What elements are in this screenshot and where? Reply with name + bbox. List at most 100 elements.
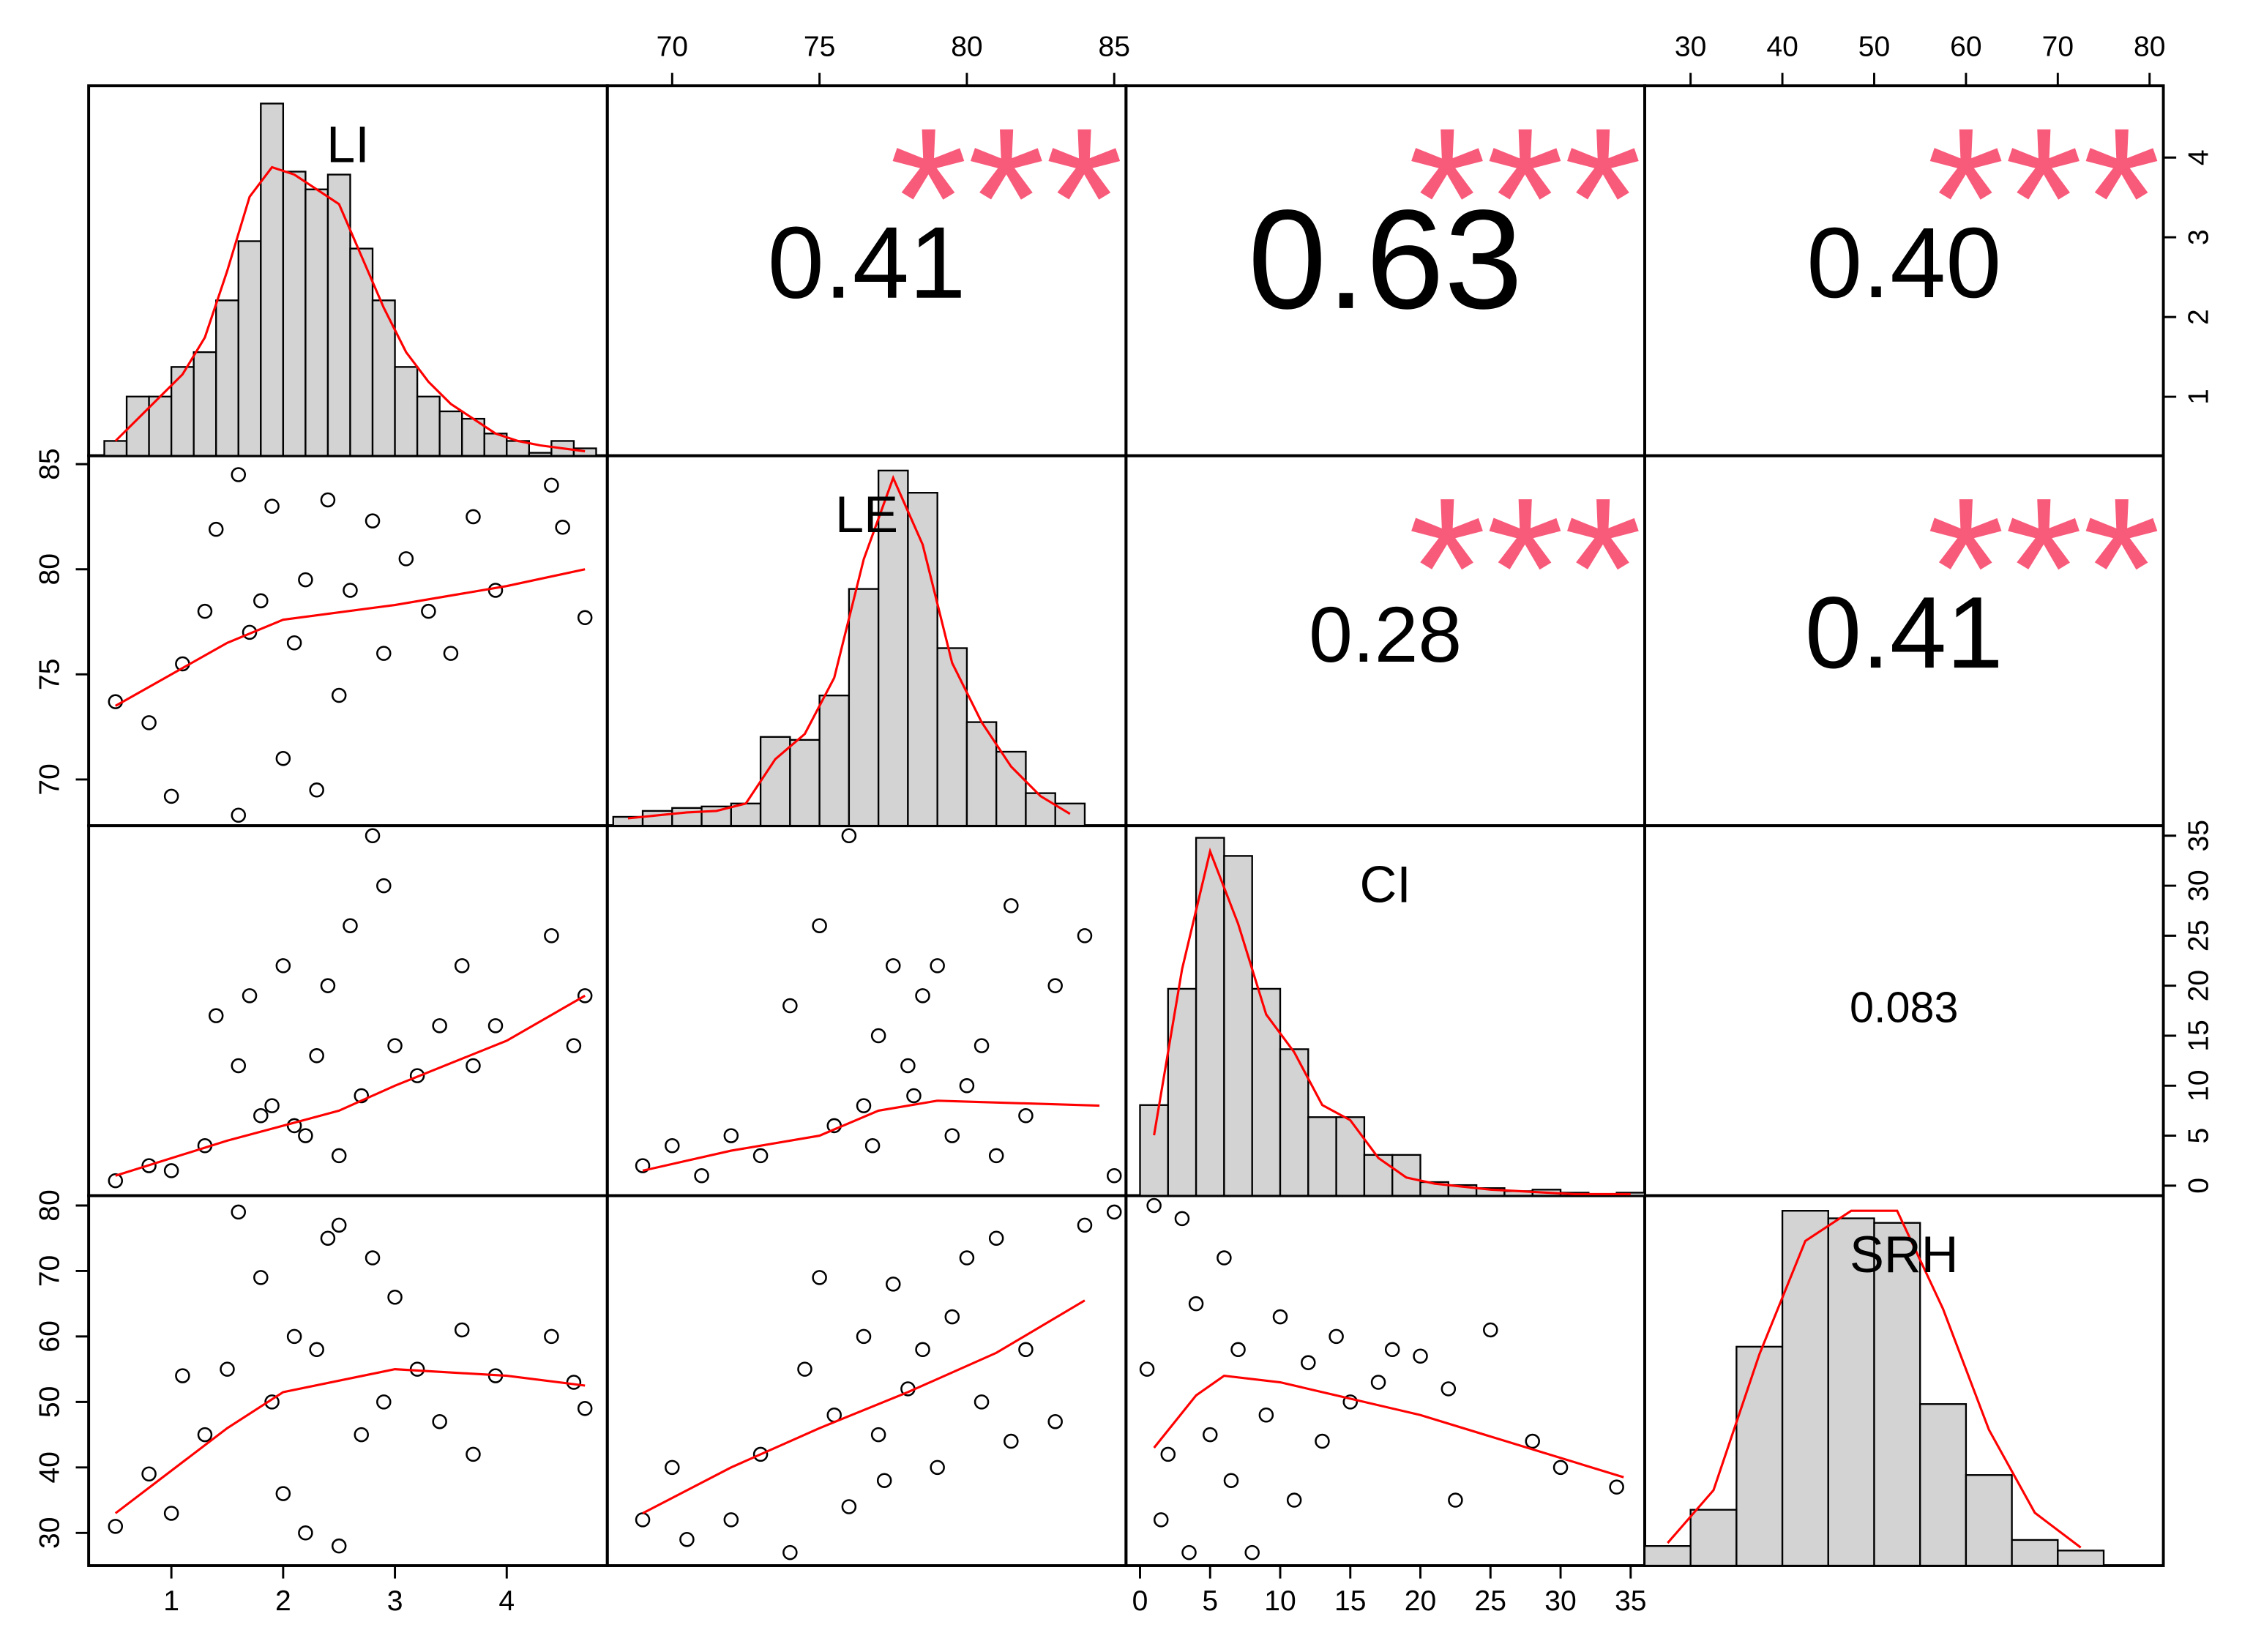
scatter-point: [1018, 1342, 1034, 1358]
scatter-point: [242, 988, 258, 1003]
scatter-point: [1188, 1296, 1204, 1312]
histogram-bar: [1965, 1474, 2013, 1567]
y-tick-label: 40: [34, 1451, 66, 1483]
smooth-line: [115, 994, 586, 1177]
histogram-bar: [1827, 1217, 1875, 1567]
correlation-value: 0.40: [1806, 206, 2001, 318]
scatter-point: [298, 1525, 313, 1541]
scatter-point: [856, 1098, 872, 1113]
scatter-point: [1174, 1211, 1190, 1227]
scatter-point: [886, 958, 901, 973]
histogram-bar: [1167, 987, 1197, 1197]
scatter-point: [197, 1427, 213, 1443]
x-tick-label: 4: [498, 1585, 515, 1617]
scatter-point: [1004, 1433, 1019, 1449]
scatter-point: [1552, 1459, 1569, 1476]
scatter-point: [959, 1250, 975, 1266]
histogram-bar: [936, 647, 968, 827]
scatter-point: [1244, 1544, 1260, 1561]
scatter-point: [432, 1413, 447, 1429]
x-tick-label: 15: [1334, 1585, 1366, 1617]
scatter-point: [253, 1270, 269, 1285]
scatter-point: [487, 1018, 504, 1034]
histogram-bar: [170, 366, 195, 457]
scatter-point: [487, 583, 504, 598]
x-tick-label: 5: [1202, 1585, 1218, 1617]
y-tick-label: 60: [34, 1320, 66, 1352]
significance-stars: ***: [1408, 455, 1642, 679]
scatter-point: [1139, 1361, 1155, 1377]
variable-label: LI: [326, 116, 370, 173]
x-tick-label: 30: [1675, 31, 1706, 63]
scatter-point: [974, 1038, 990, 1053]
smooth-line: [642, 1299, 1085, 1514]
scatter-point: [694, 1167, 709, 1184]
scatter-point: [175, 1368, 190, 1383]
scatter-point: [264, 498, 280, 514]
histogram-bar: [700, 805, 733, 827]
scatter-point: [1384, 1342, 1400, 1358]
y-tick-label: 1: [2183, 389, 2215, 405]
x-tick-label: 30: [1544, 1585, 1576, 1617]
scatter-point: [1609, 1479, 1624, 1495]
histogram-bar: [1873, 1222, 1921, 1567]
histogram-bar: [641, 810, 673, 827]
scatter-point: [1223, 1473, 1239, 1488]
histogram-bar: [349, 247, 374, 457]
x-tick-label: 2: [275, 1585, 291, 1617]
scatter-point: [930, 1459, 945, 1476]
x-tick-label: 1: [163, 1585, 179, 1617]
scatter-point: [331, 1538, 347, 1554]
density-curve: [1153, 847, 1631, 1196]
x-tick-label: 0: [1132, 1585, 1148, 1617]
scatter-point: [320, 492, 336, 508]
scatter-point: [108, 1173, 124, 1189]
histogram-bar: [848, 588, 880, 827]
scatter-point: [1160, 1446, 1176, 1462]
scatter-point: [409, 1068, 425, 1083]
scatter-point: [665, 1459, 680, 1476]
scatter-point: [231, 467, 247, 482]
histogram-bar: [1139, 1104, 1169, 1197]
scatter-point: [253, 1108, 269, 1124]
scatter-point: [566, 1375, 582, 1390]
histogram-bar: [1335, 1116, 1366, 1197]
scatter-point: [1004, 898, 1019, 913]
scatter-point: [864, 1138, 881, 1154]
y-tick-label: 80: [34, 553, 66, 585]
scatter-point: [679, 1531, 695, 1547]
scatter-point: [432, 1018, 447, 1034]
scatter-point: [544, 477, 559, 493]
x-tick-label: 40: [1766, 31, 1798, 63]
scatter-point: [231, 1204, 247, 1220]
y-tick-label: 3: [2183, 229, 2215, 245]
x-tick-label: 75: [804, 31, 835, 63]
histogram-bar: [2011, 1539, 2059, 1567]
variable-label: LE: [835, 485, 898, 543]
scatter-point: [208, 521, 224, 537]
y-tick-label: 30: [2183, 870, 2215, 901]
histogram-bar: [1735, 1345, 1784, 1567]
correlation-value: 0.41: [1805, 576, 2003, 689]
y-tick-label: 10: [2183, 1070, 2215, 1102]
significance-stars: ***: [1927, 455, 2160, 679]
y-tick-label: 70: [34, 1255, 66, 1287]
scatter-point: [988, 1230, 1004, 1246]
histogram-bar: [1781, 1210, 1829, 1567]
x-tick-label: 25: [1475, 1585, 1506, 1617]
scatter-point: [782, 998, 798, 1014]
scatter-point: [974, 1394, 990, 1410]
scatter-point: [320, 978, 336, 993]
density-curve: [627, 474, 1071, 820]
histogram-bar: [1919, 1403, 1968, 1567]
scatter-point: [930, 958, 945, 973]
scatter-point: [298, 572, 313, 588]
scatter-point: [1146, 1197, 1162, 1214]
histogram-bar: [1689, 1509, 1738, 1567]
scatter-point: [231, 1058, 247, 1074]
x-tick-label: 85: [1099, 31, 1130, 63]
scatter-point: [365, 513, 381, 528]
histogram-bar: [438, 410, 463, 457]
histogram-bar: [965, 721, 998, 827]
